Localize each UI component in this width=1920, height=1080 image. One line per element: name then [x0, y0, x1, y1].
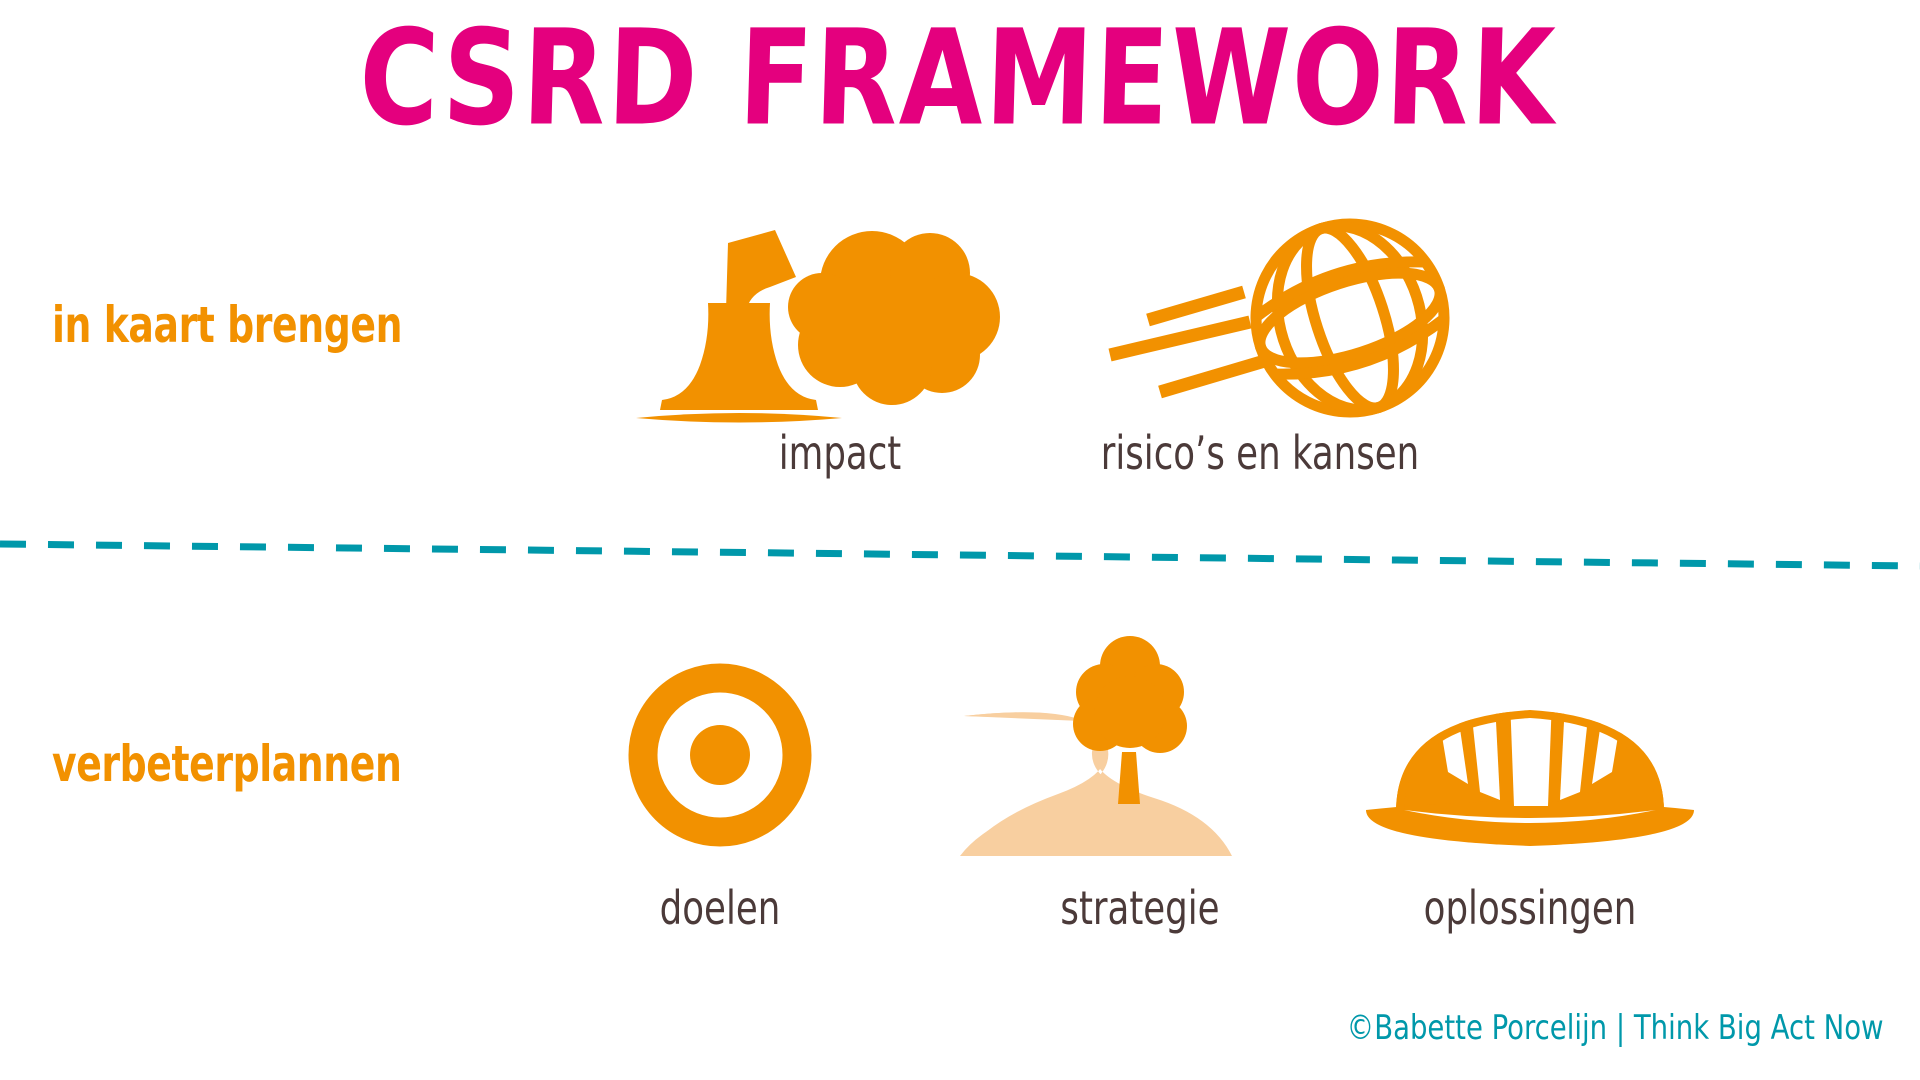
icon-cell-impact	[600, 225, 1080, 425]
target-bullseye-icon	[628, 663, 812, 847]
icon-caption-impact: impact	[778, 426, 902, 480]
winding-path-tree-icon	[960, 636, 1232, 856]
page-title: CSRD FRAMEWORK	[357, 2, 1559, 156]
icon-cell-strategy	[940, 630, 1340, 860]
icon-cell-risks-and-opportunities	[1030, 200, 1490, 430]
factory-smokestack-cloud-icon	[636, 230, 1000, 423]
icon-caption-strategy: strategie	[1060, 881, 1220, 935]
icon-caption-risks-and-opportunities: risico’s en kansen	[1100, 426, 1420, 480]
icon-caption-goals: doelen	[659, 881, 781, 935]
row-label-in-kaart-brengen: in kaart brengen	[52, 296, 403, 354]
icon-caption-solutions: oplossingen	[1423, 881, 1637, 935]
row-label-verbeterplannen: verbeterplannen	[52, 735, 402, 793]
section-divider	[0, 540, 1920, 570]
copyright-credit: ©Babette Porcelijn | Think Big Act Now	[1347, 1008, 1884, 1048]
hard-hat-icon	[1366, 698, 1694, 846]
icon-cell-goals	[560, 655, 880, 855]
icon-cell-solutions	[1340, 660, 1720, 860]
globe-speed-lines-icon	[1108, 218, 1450, 418]
